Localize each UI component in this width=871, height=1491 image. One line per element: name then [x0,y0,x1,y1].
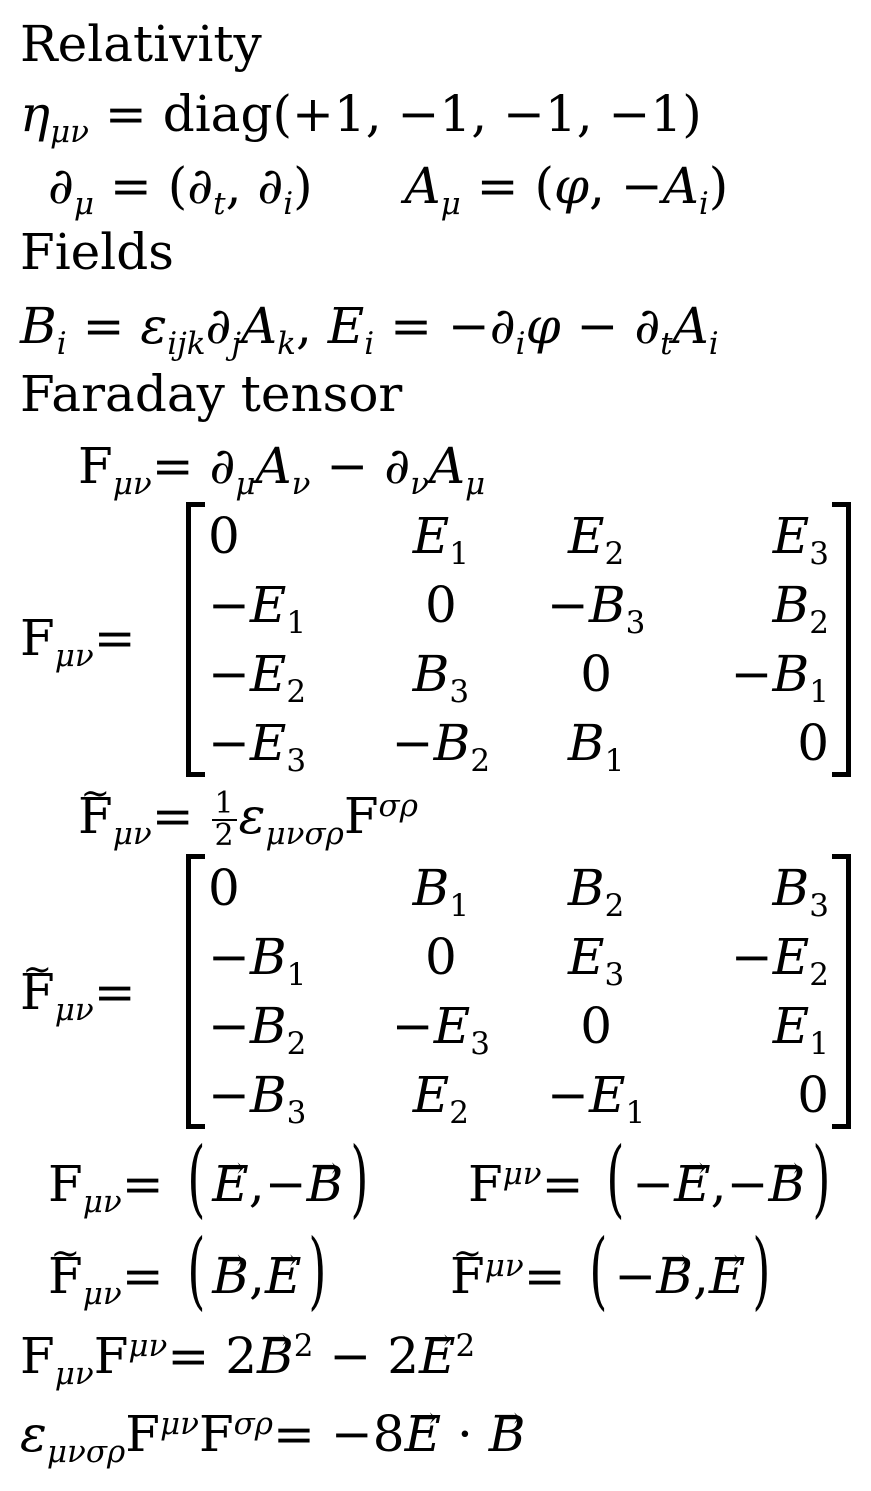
faraday-matrix: 0 E1 E2 E3 −E1 0 −B3 B2 −E2 B3 0 −B1 −E3 −B2 B1 0 [186,502,851,777]
matrix-cell: B1 [412,859,470,925]
matrix-cell: −E1 [208,576,307,641]
matrix-cell: −B1 [730,644,829,710]
matrix-cell: 0 [208,859,240,918]
matrix-cell: −B2 [208,996,307,1062]
faraday-vector-forms: Fμν= (E,−B) Fμν= (−E,−B) [48,1136,838,1220]
matrix-cell: −B3 [546,576,646,641]
matrix-cell: −E3 [391,996,490,1062]
matrix-cell: E2 [568,507,625,573]
matrix-left-bracket [186,854,205,1129]
matrix-cell: E1 [772,996,829,1062]
matrix-cell: −E2 [730,928,829,993]
faraday-matrix-grid: 0 E1 E2 E3 −E1 0 −B3 B2 −E2 B3 0 −B1 −E3 −B2 B1 0 [208,502,829,777]
heading-relativity: Relativity [20,15,262,73]
dual-matrix-lhs: Fμν= [20,962,136,1025]
heading-faraday-tensor: Faraday tensor [20,365,403,423]
heading-fields: Fields [20,223,174,281]
faraday-matrix-lhs: Fμν= [20,609,136,674]
matrix-cell: E3 [772,507,829,573]
matrix-cell: −B1 [208,928,307,993]
matrix-cell: 0 [424,576,457,635]
four-vectors-equation: ∂μ = (∂t, ∂i) Aμ = (φ, −Ai) [48,157,729,222]
matrix-cell: 0 [208,507,240,566]
matrix-cell: 0 [797,713,829,772]
matrix-cell: E3 [568,928,625,993]
invariant-2: εμνσρFμνFσρ= −8E · B [20,1404,526,1467]
dual-vector-forms: Fμν= (B,E) Fμν= (−B,E) [48,1228,778,1312]
dual-faraday-matrix-grid: 0 B1 B2 B3 −B1 0 E3 −E2 −B2 −E3 0 E1 −B3 E2 −E1 0 [208,854,829,1129]
matrix-cell: B2 [567,859,625,925]
dual-faraday-matrix: 0 B1 B2 B3 −B1 0 E3 −E2 −B2 −E3 0 E1 −B3 E2 −E1 0 [186,854,851,1129]
matrix-cell: −B2 [391,713,491,779]
matrix-cell: E2 [412,1065,469,1131]
matrix-cell: B2 [772,576,829,641]
matrix-cell: 0 [580,996,613,1055]
invariant-1: FμνFμν= 2B2 − 2E2 [20,1326,475,1389]
matrix-cell: B3 [772,859,829,925]
matrix-right-bracket [832,854,851,1129]
faraday-definition: Fμν= ∂μAν − ∂νAμ [78,437,486,502]
matrix-cell: E1 [412,507,469,573]
matrix-cell: −E3 [208,713,307,779]
matrix-cell: 0 [580,644,613,703]
matrix-cell: 0 [424,928,457,987]
matrix-cell: 0 [797,1065,829,1124]
matrix-right-bracket [832,502,851,777]
matrix-cell: −E1 [547,1065,646,1131]
matrix-cell: B1 [567,713,625,779]
matrix-cell: −E2 [208,644,307,710]
matrix-cell: −B3 [208,1065,307,1131]
matrix-left-bracket [186,502,205,777]
fields-equation: Bi = εijk∂jAk, Ei = −∂iφ − ∂tAi [20,297,719,362]
metric-equation: ημν = diag(+1, −1, −1, −1) [20,85,702,150]
matrix-cell: B3 [412,644,470,710]
